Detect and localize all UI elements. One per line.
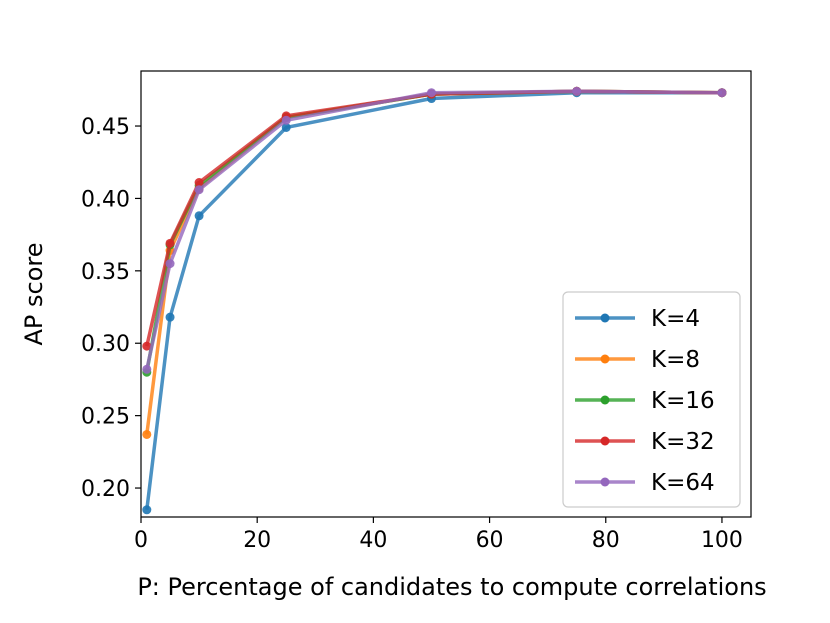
data-point <box>142 364 152 374</box>
data-point <box>426 88 436 98</box>
legend-label: K=64 <box>651 470 715 496</box>
legend-box <box>562 291 741 508</box>
y-tick-label: 0.30 <box>81 332 130 357</box>
data-point <box>165 238 175 248</box>
legend-marker <box>600 313 610 323</box>
data-point <box>572 86 582 96</box>
legend: K=4 K=8 K=16 K=32 K=64 <box>562 291 741 508</box>
series-layer <box>142 86 727 515</box>
legend-label: K=32 <box>651 429 715 455</box>
legend-marker <box>600 436 610 446</box>
legend-marker <box>600 354 610 364</box>
x-axis-label: P: Percentage of candidates to compute c… <box>137 573 766 601</box>
data-point <box>142 341 152 351</box>
data-point <box>194 185 204 195</box>
data-point <box>165 259 175 269</box>
legend-label: K=8 <box>651 347 700 373</box>
y-tick-label: 0.35 <box>81 260 130 285</box>
x-tick-label: 100 <box>701 528 743 553</box>
plot-frame <box>140 70 752 518</box>
y-tick-label: 0.45 <box>81 115 130 140</box>
x-axis: 0 20 40 60 80 100 <box>134 517 743 553</box>
legend-marker <box>600 477 610 487</box>
data-point <box>142 505 152 515</box>
legend-label: K=16 <box>651 388 715 414</box>
legend-marker <box>600 395 610 405</box>
x-tick-label: 0 <box>134 528 148 553</box>
y-axis: 0.20 0.25 0.30 0.35 0.40 0.45 <box>81 115 141 502</box>
y-tick-label: 0.20 <box>81 477 130 502</box>
y-tick-label: 0.40 <box>81 187 130 212</box>
data-point <box>717 88 727 98</box>
data-point <box>281 122 291 132</box>
y-axis-label: AP score <box>20 242 48 345</box>
x-tick-label: 60 <box>476 528 504 553</box>
data-point <box>194 211 204 221</box>
data-point <box>281 115 291 125</box>
x-tick-label: 40 <box>359 528 387 553</box>
data-point <box>194 178 204 187</box>
legend-label: K=4 <box>651 306 700 332</box>
y-tick-label: 0.25 <box>81 405 130 430</box>
x-tick-label: 80 <box>592 528 620 553</box>
data-point <box>142 429 152 439</box>
x-tick-label: 20 <box>243 528 271 553</box>
data-point <box>165 312 175 322</box>
